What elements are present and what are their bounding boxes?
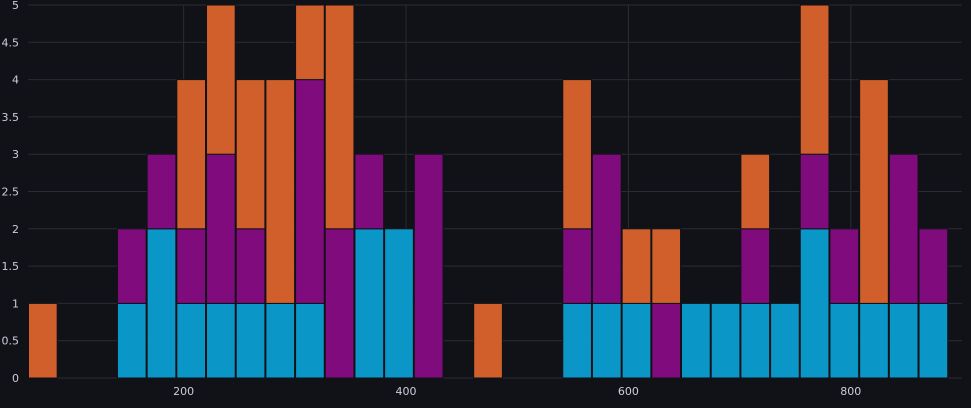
bar-segment-series-1: [354, 228, 385, 379]
bar-segment-series-1: [176, 302, 207, 379]
bar-segment-series-3: [859, 79, 889, 304]
bar-segment-series-2: [354, 153, 385, 230]
y-tick-label: 4.5: [2, 36, 20, 49]
x-tick-label: 600: [618, 385, 639, 398]
bar-segment-series-2: [295, 79, 325, 304]
y-tick-label: 2: [12, 223, 19, 236]
bar-segment-series-1: [888, 302, 919, 379]
bar-segment-series-2: [918, 228, 949, 304]
bars: [28, 4, 949, 379]
bar-segment-series-1: [591, 302, 622, 379]
bar-segment-series-3: [295, 4, 325, 81]
bar-segment-series-2: [829, 228, 860, 304]
bar-segment-series-3: [235, 79, 266, 230]
bar-segment-series-2: [176, 228, 207, 304]
bar-segment-series-1: [770, 302, 800, 379]
y-axis-ticks: 0 0.5 1 1.5 2 2.5 3 3.5 4 4.5 5: [2, 0, 20, 385]
bar-segment-series-2: [799, 153, 830, 230]
bar-segment-series-3: [28, 302, 58, 379]
bar-segment-series-1: [621, 302, 652, 379]
bar-segment-series-2: [206, 153, 236, 304]
bar-segment-series-1: [859, 302, 889, 379]
bar-segment-series-1: [681, 302, 711, 379]
y-tick-label: 4: [12, 74, 19, 87]
bar-segment-series-1: [829, 302, 860, 379]
bar-segment-series-1: [562, 302, 592, 379]
y-tick-label: 1: [12, 297, 19, 310]
bar-segment-series-2: [651, 302, 682, 379]
y-tick-label: 0.5: [2, 335, 20, 348]
bar-segment-series-2: [146, 153, 177, 230]
bar-segment-series-3: [651, 228, 682, 304]
x-tick-label: 200: [173, 385, 194, 398]
y-tick-label: 3.5: [2, 111, 20, 124]
bar-segment-series-3: [324, 4, 355, 230]
bar-segment-series-1: [235, 302, 266, 379]
y-tick-label: 1.5: [2, 260, 20, 273]
bar-segment-series-3: [206, 4, 236, 155]
bar-segment-series-2: [116, 228, 147, 304]
bar-segment-series-1: [918, 302, 949, 379]
x-tick-label: 400: [396, 385, 417, 398]
bar-segment-series-1: [710, 302, 741, 379]
x-tick-label: 800: [840, 385, 861, 398]
bar-segment-series-1: [146, 228, 177, 379]
x-axis-ticks: 200 400 600 800: [173, 385, 861, 398]
bar-segment-series-1: [740, 302, 771, 379]
bar-segment-series-2: [413, 153, 444, 379]
bar-segment-series-3: [740, 153, 771, 230]
bar-segment-series-3: [562, 79, 592, 230]
bar-segment-series-3: [473, 302, 503, 379]
bar-segment-series-1: [295, 302, 325, 379]
bar-segment-series-2: [324, 228, 355, 379]
y-tick-label: 3: [12, 148, 19, 161]
bar-segment-series-1: [799, 228, 830, 379]
y-tick-label: 0: [12, 372, 19, 385]
bar-segment-series-3: [265, 79, 296, 304]
bar-segment-series-2: [235, 228, 266, 304]
bar-segment-series-3: [799, 4, 830, 155]
y-tick-label: 5: [12, 0, 19, 12]
bar-segment-series-2: [740, 228, 771, 304]
bar-segment-series-2: [562, 228, 592, 304]
bar-segment-series-3: [176, 79, 207, 230]
bar-segment-series-1: [116, 302, 147, 379]
bar-segment-series-1: [206, 302, 236, 379]
bar-segment-series-1: [384, 228, 414, 379]
y-tick-label: 2.5: [2, 186, 20, 199]
bar-segment-series-2: [591, 153, 622, 304]
bar-segment-series-1: [265, 302, 296, 379]
bar-segment-series-2: [888, 153, 919, 304]
bar-segment-series-3: [621, 228, 652, 304]
